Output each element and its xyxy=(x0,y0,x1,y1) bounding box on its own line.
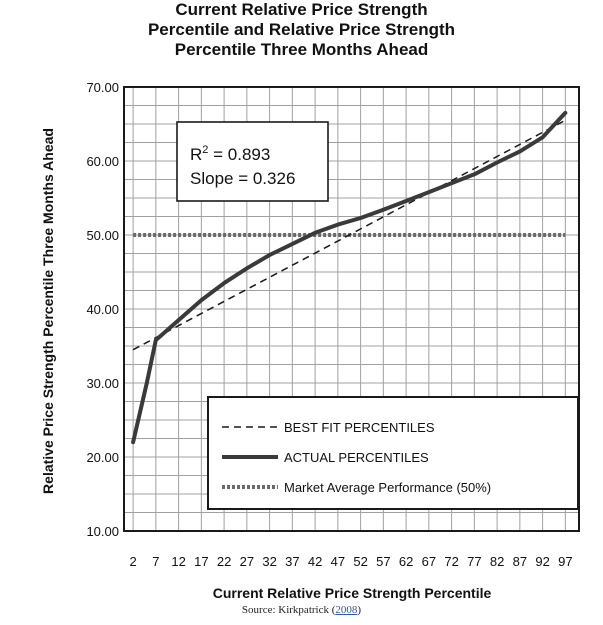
y-tick-label: 10.00 xyxy=(86,524,119,539)
x-tick-label: 57 xyxy=(376,554,390,569)
y-axis-label: Relative Price Strength Percentile Three… xyxy=(40,128,56,494)
x-tick-label: 82 xyxy=(490,554,504,569)
x-tick-label: 32 xyxy=(262,554,276,569)
x-axis-label: Current Relative Price Strength Percenti… xyxy=(213,585,492,601)
chart-title-line-2: Percentile and Relative Price Strength xyxy=(147,20,456,39)
x-tick-label: 72 xyxy=(444,554,458,569)
x-tick-label: 12 xyxy=(171,554,185,569)
x-tick-label: 42 xyxy=(308,554,322,569)
slope-label: Slope = 0.326 xyxy=(190,169,295,188)
chart-title-line-1: Current Relative Price Strength xyxy=(175,0,428,19)
series-group xyxy=(131,110,568,445)
series-line-solid xyxy=(131,110,568,445)
x-tick-label: 87 xyxy=(513,554,527,569)
x-tick-label: 17 xyxy=(194,554,208,569)
source-suffix: ) xyxy=(357,604,362,616)
source-note: Source: Kirkpatrick (2008) xyxy=(0,604,603,616)
source-prefix: Source: Kirkpatrick ( xyxy=(241,604,336,616)
x-tick-label: 52 xyxy=(353,554,367,569)
series-line-dashed xyxy=(132,119,566,351)
x-tick-labels: 2 7 12 17 22 27 32 37 42 47 52 57 62 67 72 77 82 87 92 97 xyxy=(129,554,572,569)
source-citation-link[interactable]: 2008 xyxy=(335,604,358,616)
r-squared-r: R xyxy=(190,145,202,164)
legend-label-market-average: Market Average Performance (50%) xyxy=(284,480,491,495)
x-tick-label: 27 xyxy=(240,554,254,569)
r-squared-label: R2 = 0.893 xyxy=(190,144,270,164)
x-tick-label: 77 xyxy=(467,554,481,569)
y-tick-label: 70.00 xyxy=(86,80,119,95)
stats-box: R2 = 0.893 Slope = 0.326 xyxy=(176,121,329,202)
legend-label-best-fit: BEST FIT PERCENTILES xyxy=(284,420,435,435)
stats-box-frame xyxy=(176,121,329,202)
chart-title: Current Relative Price Strength Percenti… xyxy=(0,0,603,60)
x-tick-label: 67 xyxy=(422,554,436,569)
x-tick-label: 92 xyxy=(535,554,549,569)
r-squared-superscript: 2 xyxy=(202,144,208,156)
x-tick-label: 7 xyxy=(152,554,159,569)
legend-frame xyxy=(207,396,579,510)
y-tick-label: 30.00 xyxy=(86,376,119,391)
y-tick-label: 60.00 xyxy=(86,154,119,169)
y-tick-label: 20.00 xyxy=(86,450,119,465)
y-tick-label: 50.00 xyxy=(86,228,119,243)
chart-title-line-3: Percentile Three Months Ahead xyxy=(174,40,429,59)
legend-label-actual: ACTUAL PERCENTILES xyxy=(284,450,429,465)
x-tick-label: 62 xyxy=(399,554,413,569)
x-tick-label: 97 xyxy=(558,554,572,569)
x-tick-label: 47 xyxy=(331,554,345,569)
legend: BEST FIT PERCENTILES ACTUAL PERCENTILES … xyxy=(207,396,579,510)
x-tick-label: 37 xyxy=(285,554,299,569)
y-tick-label: 40.00 xyxy=(86,302,119,317)
x-tick-label: 2 xyxy=(129,554,136,569)
r-squared-value: = 0.893 xyxy=(208,145,270,164)
x-tick-label: 22 xyxy=(217,554,231,569)
plot-frame xyxy=(123,86,580,532)
y-tick-labels: 10.00 20.00 30.00 40.00 50.00 60.00 70.00 xyxy=(86,80,119,539)
